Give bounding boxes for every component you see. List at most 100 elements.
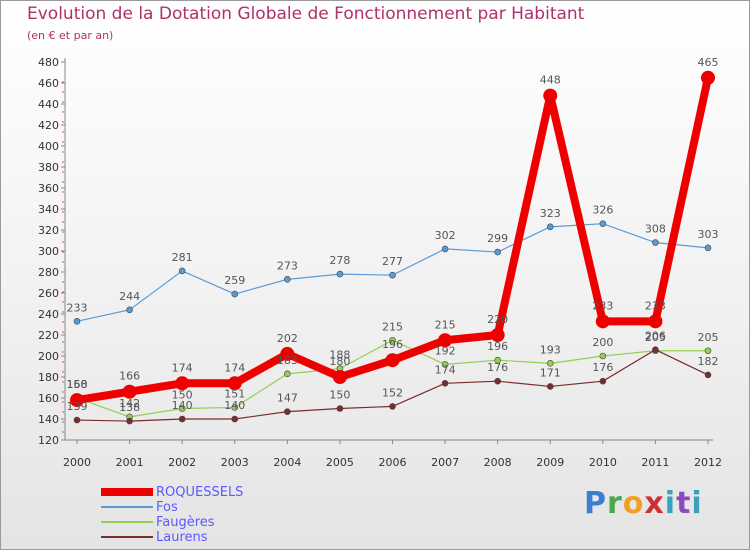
- data-point: [652, 239, 659, 246]
- data-point: [336, 270, 344, 278]
- data-point: [494, 356, 501, 364]
- data-point: [652, 346, 659, 354]
- data-point: [490, 328, 505, 342]
- data-label: 196: [487, 340, 508, 353]
- data-label: 160: [67, 378, 88, 391]
- data-label: 171: [540, 366, 561, 379]
- y-tick-label: 360: [38, 182, 59, 195]
- legend-swatch: [101, 488, 153, 496]
- data-label: 183: [277, 354, 298, 367]
- y-tick-label: 240: [38, 308, 59, 321]
- data-label: 176: [487, 361, 508, 374]
- data-point: [438, 333, 453, 348]
- data-point: [231, 290, 239, 298]
- data-point: [389, 336, 396, 344]
- x-tick-label: 2010: [589, 456, 617, 469]
- chart-subtitle: (en € et par an): [27, 29, 114, 42]
- data-label: 220: [487, 313, 508, 326]
- data-point: [284, 276, 291, 283]
- legend-label: Laurens: [156, 530, 208, 545]
- data-point: [178, 415, 186, 423]
- data-point: [227, 376, 242, 391]
- data-label: 142: [119, 397, 140, 410]
- x-tick-label: 2002: [168, 456, 196, 469]
- data-point: [280, 346, 295, 361]
- data-label: 139: [67, 400, 88, 413]
- y-tick-label: 440: [38, 98, 59, 111]
- legend-swatch: [101, 536, 153, 538]
- data-label: 281: [172, 251, 193, 264]
- data-label: 303: [698, 228, 719, 241]
- data-label: 147: [277, 392, 298, 405]
- data-point: [389, 271, 396, 279]
- data-point: [599, 377, 607, 385]
- data-label: 188: [329, 349, 350, 362]
- data-point: [70, 393, 84, 408]
- data-label: 244: [119, 290, 140, 303]
- y-tick-label: 420: [38, 119, 59, 132]
- data-label: 308: [645, 223, 666, 236]
- y-tick-label: 160: [38, 392, 59, 405]
- data-label: 465: [698, 56, 719, 69]
- data-point: [332, 370, 347, 384]
- data-label: 150: [329, 389, 350, 402]
- data-label: 196: [382, 338, 403, 351]
- data-label: 140: [172, 399, 193, 412]
- data-point: [599, 352, 607, 360]
- y-tick-label: 340: [38, 203, 59, 216]
- data-label: 326: [592, 204, 613, 217]
- x-tick-label: 2008: [484, 456, 512, 469]
- data-point: [178, 405, 186, 412]
- y-tick-label: 480: [38, 56, 59, 69]
- y-tick-label: 380: [38, 161, 59, 174]
- data-label: 193: [540, 343, 561, 356]
- data-label: 174: [435, 363, 456, 376]
- y-tick-label: 460: [38, 77, 59, 90]
- data-point: [73, 416, 81, 424]
- data-point: [546, 223, 554, 231]
- data-label: 233: [67, 301, 88, 314]
- data-point: [126, 306, 133, 314]
- data-label: 150: [172, 389, 193, 402]
- data-point: [494, 248, 501, 256]
- data-label: 205: [698, 331, 719, 344]
- y-tick-label: 120: [38, 434, 59, 447]
- data-label: 138: [119, 401, 140, 414]
- data-point: [284, 408, 291, 415]
- data-point: [175, 376, 190, 391]
- data-label: 174: [172, 361, 193, 374]
- data-label: 233: [645, 299, 666, 312]
- x-tick-label: 2007: [431, 456, 459, 469]
- data-point: [441, 379, 449, 387]
- data-label: 277: [382, 255, 403, 268]
- legend-swatch: [101, 521, 153, 523]
- x-tick-label: 2012: [694, 456, 722, 469]
- legend-label: ROQUESSELS: [156, 485, 244, 500]
- data-label: 182: [698, 355, 719, 368]
- data-label: 273: [277, 259, 298, 272]
- data-point: [284, 370, 291, 378]
- data-point: [494, 377, 501, 385]
- x-tick-label: 2000: [63, 456, 91, 469]
- data-label: 140: [224, 399, 245, 412]
- data-point: [441, 245, 449, 253]
- data-label: 202: [277, 332, 298, 345]
- y-tick-label: 260: [38, 287, 59, 300]
- legend-label: Faugères: [156, 515, 215, 530]
- data-point: [546, 383, 554, 390]
- data-label: 180: [329, 355, 350, 368]
- data-label: 205: [645, 331, 666, 344]
- y-tick-label: 220: [38, 329, 59, 342]
- data-label: 200: [592, 336, 613, 349]
- proxiti-logo: Proxiti: [584, 486, 703, 521]
- data-label: 158: [67, 378, 88, 391]
- data-point: [126, 417, 133, 425]
- x-tick-label: 2009: [536, 456, 564, 469]
- y-tick-label: 280: [38, 266, 59, 279]
- data-point: [336, 405, 344, 412]
- legend-swatch: [101, 506, 153, 508]
- data-label: 299: [487, 232, 508, 245]
- data-point: [543, 88, 558, 103]
